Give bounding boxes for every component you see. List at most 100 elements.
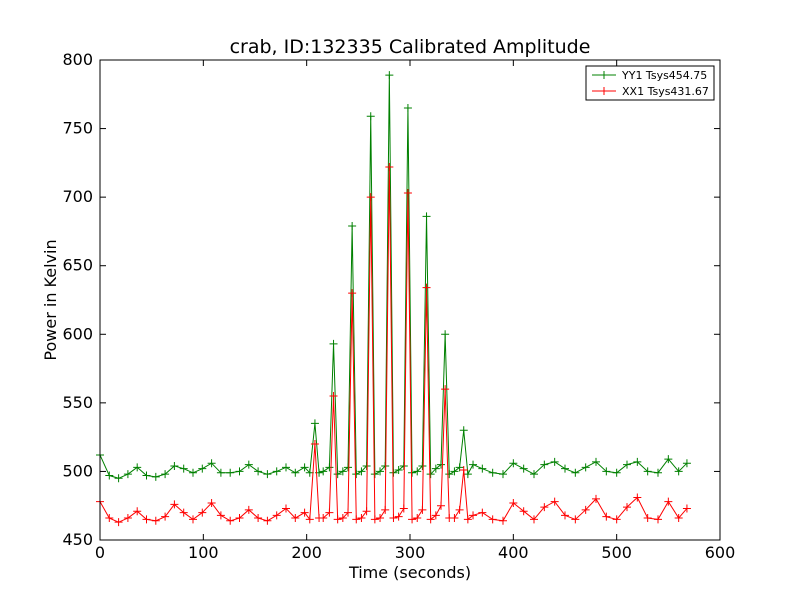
data-point-marker bbox=[422, 283, 431, 292]
data-point-marker bbox=[455, 505, 464, 514]
data-point-marker bbox=[305, 468, 314, 477]
y-tick-label: 450 bbox=[62, 530, 93, 549]
y-tick-label: 500 bbox=[62, 461, 93, 480]
data-point-marker bbox=[643, 467, 652, 476]
data-point-marker bbox=[459, 466, 468, 475]
data-point-marker bbox=[344, 508, 352, 517]
data-point-marker bbox=[226, 468, 235, 477]
data-point-marker bbox=[352, 515, 361, 524]
data-point-marker bbox=[399, 504, 408, 513]
data-point-marker bbox=[179, 464, 188, 473]
data-point-marker bbox=[207, 459, 216, 468]
data-point-marker bbox=[244, 505, 253, 514]
data-point-marker bbox=[540, 503, 549, 512]
data-point-marker bbox=[469, 460, 478, 469]
data-point-marker bbox=[235, 467, 244, 476]
data-point-marker bbox=[105, 514, 114, 523]
data-point-marker bbox=[602, 467, 611, 476]
data-point-marker bbox=[394, 466, 403, 475]
data-point-marker bbox=[463, 515, 472, 524]
data-point-marker bbox=[654, 515, 662, 524]
data-point-marker bbox=[207, 498, 216, 507]
data-point-marker bbox=[441, 385, 450, 394]
data-point-marker bbox=[581, 463, 590, 472]
data-point-marker bbox=[530, 515, 538, 524]
data-point-marker bbox=[198, 508, 207, 517]
data-point-marker bbox=[329, 392, 338, 400]
data-point-marker bbox=[254, 467, 263, 476]
data-point-marker bbox=[418, 505, 427, 514]
data-point-marker bbox=[385, 162, 394, 171]
legend-label: XX1 Tsys431.67 bbox=[622, 85, 709, 98]
data-point-marker bbox=[329, 339, 338, 348]
data-point-marker bbox=[133, 463, 142, 472]
data-point-marker bbox=[376, 467, 385, 476]
y-tick-label: 800 bbox=[62, 50, 93, 69]
chart-title: crab, ID:132335 Calibrated Amplitude bbox=[230, 36, 591, 58]
data-point-marker bbox=[300, 508, 309, 517]
data-point-marker bbox=[455, 463, 464, 472]
series-line bbox=[99, 166, 688, 523]
data-point-marker bbox=[179, 508, 188, 517]
data-point-marker bbox=[571, 515, 580, 524]
data-point-marker bbox=[633, 457, 642, 466]
data-point-marker bbox=[291, 514, 300, 523]
data-point-marker bbox=[338, 514, 347, 523]
data-point-marker bbox=[161, 512, 170, 521]
data-point-marker bbox=[437, 460, 445, 469]
data-point-marker bbox=[300, 463, 309, 472]
data-point-marker bbox=[418, 461, 427, 470]
y-tick-label: 550 bbox=[62, 393, 93, 412]
data-point-marker bbox=[682, 504, 691, 513]
series-layer bbox=[96, 71, 691, 527]
y-tick-label: 750 bbox=[62, 119, 93, 138]
data-point-marker bbox=[189, 468, 197, 477]
y-tick-label: 650 bbox=[62, 256, 93, 275]
data-point-marker bbox=[123, 470, 132, 479]
data-point-marker bbox=[441, 330, 450, 339]
data-point-marker bbox=[403, 189, 412, 198]
data-point-marker bbox=[488, 515, 497, 524]
data-point-marker bbox=[394, 512, 403, 521]
y-tick-label: 700 bbox=[62, 187, 93, 206]
data-point-marker bbox=[325, 508, 334, 517]
data-point-marker bbox=[282, 504, 290, 513]
data-point-marker bbox=[319, 467, 328, 476]
data-point-marker bbox=[338, 467, 347, 476]
data-point-marker bbox=[319, 514, 328, 523]
x-tick-label: 300 bbox=[395, 543, 426, 562]
data-point-marker bbox=[366, 112, 375, 121]
data-point-marker bbox=[654, 468, 662, 477]
legend-label: YY1 Tsys454.75 bbox=[621, 69, 707, 82]
data-point-marker bbox=[366, 193, 375, 202]
data-point-marker bbox=[519, 507, 528, 516]
data-point-marker bbox=[550, 457, 559, 466]
data-point-marker bbox=[362, 507, 371, 516]
data-point-marker bbox=[348, 289, 357, 298]
data-point-marker bbox=[310, 419, 319, 428]
data-point-marker bbox=[509, 498, 518, 507]
data-point-marker bbox=[133, 507, 142, 516]
data-point-marker bbox=[235, 514, 244, 523]
data-point-marker bbox=[633, 493, 642, 502]
data-point-marker bbox=[561, 511, 569, 520]
data-point-marker bbox=[310, 440, 319, 448]
data-point-marker bbox=[325, 463, 334, 472]
data-point-marker bbox=[170, 461, 179, 470]
data-point-marker bbox=[376, 514, 385, 523]
series-1 bbox=[96, 71, 691, 483]
data-point-marker bbox=[674, 514, 683, 523]
data-point-marker bbox=[272, 467, 281, 476]
data-point-marker bbox=[161, 470, 170, 479]
data-point-marker bbox=[459, 426, 468, 435]
data-point-marker bbox=[674, 467, 683, 476]
legend: YY1 Tsys454.75 XX1 Tsys431.67 bbox=[585, 65, 715, 101]
x-tick-label: 0 bbox=[95, 543, 105, 562]
data-point-marker bbox=[602, 512, 611, 521]
data-point-marker bbox=[478, 464, 487, 473]
x-tick-label: 200 bbox=[291, 543, 322, 562]
data-point-marker bbox=[469, 511, 478, 520]
data-point-marker bbox=[381, 505, 390, 514]
data-point-marker bbox=[263, 470, 272, 479]
